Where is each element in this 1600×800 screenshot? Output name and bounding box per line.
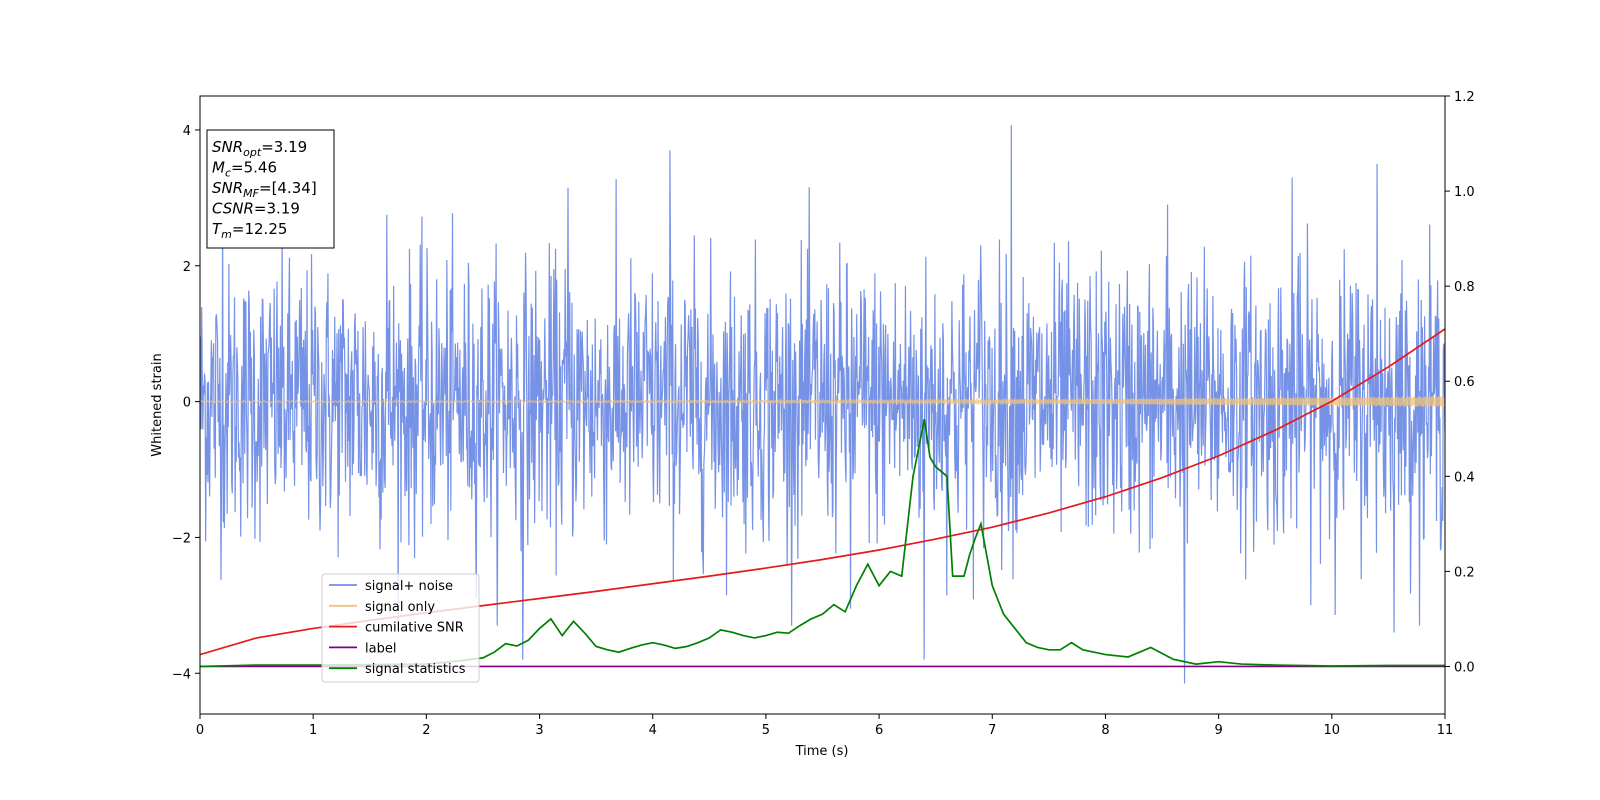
info-box-line: CSNR=3.19 <box>212 200 300 218</box>
x-tick-label: 8 <box>1101 723 1109 738</box>
info-value: =12.25 <box>232 220 288 238</box>
x-tick-label: 4 <box>649 723 657 738</box>
y2-tick-label: 1.0 <box>1454 185 1475 200</box>
x-axis-label: Time (s) <box>795 744 849 759</box>
series-line-signal-only <box>200 395 1445 408</box>
x-tick-label: 3 <box>535 723 543 738</box>
legend-entry: signal only <box>365 600 435 615</box>
info-box: SNRopt=3.19Mc=5.46SNRMF=[4.34]CSNR=3.19T… <box>206 129 335 249</box>
x-tick-label: 7 <box>988 723 996 738</box>
info-value: =5.46 <box>231 159 277 177</box>
x-axis: 0 1 2 3 4 5 6 7 8 9 10 11 <box>196 714 1453 738</box>
info-symbol: CSNR <box>212 200 254 218</box>
y2-tick-label: 0.2 <box>1454 565 1475 580</box>
legend-entry: cumilative SNR <box>365 621 464 636</box>
y2-tick-label: 0.0 <box>1454 660 1475 675</box>
info-value: =3.19 <box>261 138 307 156</box>
info-subscript: c <box>225 167 231 180</box>
x-tick-label: 0 <box>196 723 204 738</box>
info-value: =[4.34] <box>259 179 317 197</box>
info-box-line: Tm=12.25 <box>212 220 287 241</box>
info-subscript: opt <box>243 146 262 159</box>
x-tick-label: 10 <box>1324 723 1341 738</box>
info-symbol: M <box>212 159 225 177</box>
y-tick-label: 4 <box>183 124 191 139</box>
info-symbol: SNR <box>212 179 243 197</box>
y2-tick-label: 0.4 <box>1454 470 1475 485</box>
x-tick-label: 1 <box>309 723 317 738</box>
plot-frame <box>199 95 1446 715</box>
series-line-signal-noise <box>200 125 1445 684</box>
x-tick-label: 2 <box>422 723 430 738</box>
info-box-frame <box>206 129 335 249</box>
series-line-signal-statistics <box>200 419 1445 668</box>
y-axis-label: Whitened strain <box>150 353 165 456</box>
info-symbol: T <box>212 220 223 238</box>
y2-tick-label: 1.2 <box>1454 90 1475 105</box>
y2-tick-label: 0.8 <box>1454 280 1475 295</box>
y-tick-label: 2 <box>183 260 191 275</box>
info-value: =3.19 <box>254 200 300 218</box>
x-tick-label: 9 <box>1214 723 1222 738</box>
info-subscript: MF <box>243 187 259 200</box>
y-tick-label: −2 <box>172 531 191 546</box>
legend-entry: label <box>365 641 396 656</box>
x-tick-label: 6 <box>875 723 883 738</box>
x-tick-label: 5 <box>762 723 770 738</box>
legend-entry: signal+ noise <box>365 579 453 594</box>
legend-entry: signal statistics <box>365 662 466 677</box>
y-tick-label: 0 <box>183 396 191 411</box>
legend-frame <box>321 573 480 683</box>
y-axis-left: −4 −2 0 2 4 <box>172 124 200 682</box>
info-subscript: m <box>221 228 232 241</box>
info-symbol: SNR <box>212 138 243 156</box>
info-box-line: SNRMF=[4.34] <box>212 179 317 200</box>
legend: signal+ noise signal only cumilative SNR la… <box>321 573 480 683</box>
y2-tick-label: 0.6 <box>1454 375 1475 390</box>
y-tick-label: −4 <box>172 667 191 682</box>
y-axis-right: 0.0 0.2 0.4 0.6 0.8 1.0 1.2 <box>1445 90 1475 675</box>
info-box-line: Mc=5.46 <box>212 159 277 180</box>
x-tick-label: 11 <box>1437 723 1454 738</box>
info-box-line: SNRopt=3.19 <box>212 138 307 159</box>
